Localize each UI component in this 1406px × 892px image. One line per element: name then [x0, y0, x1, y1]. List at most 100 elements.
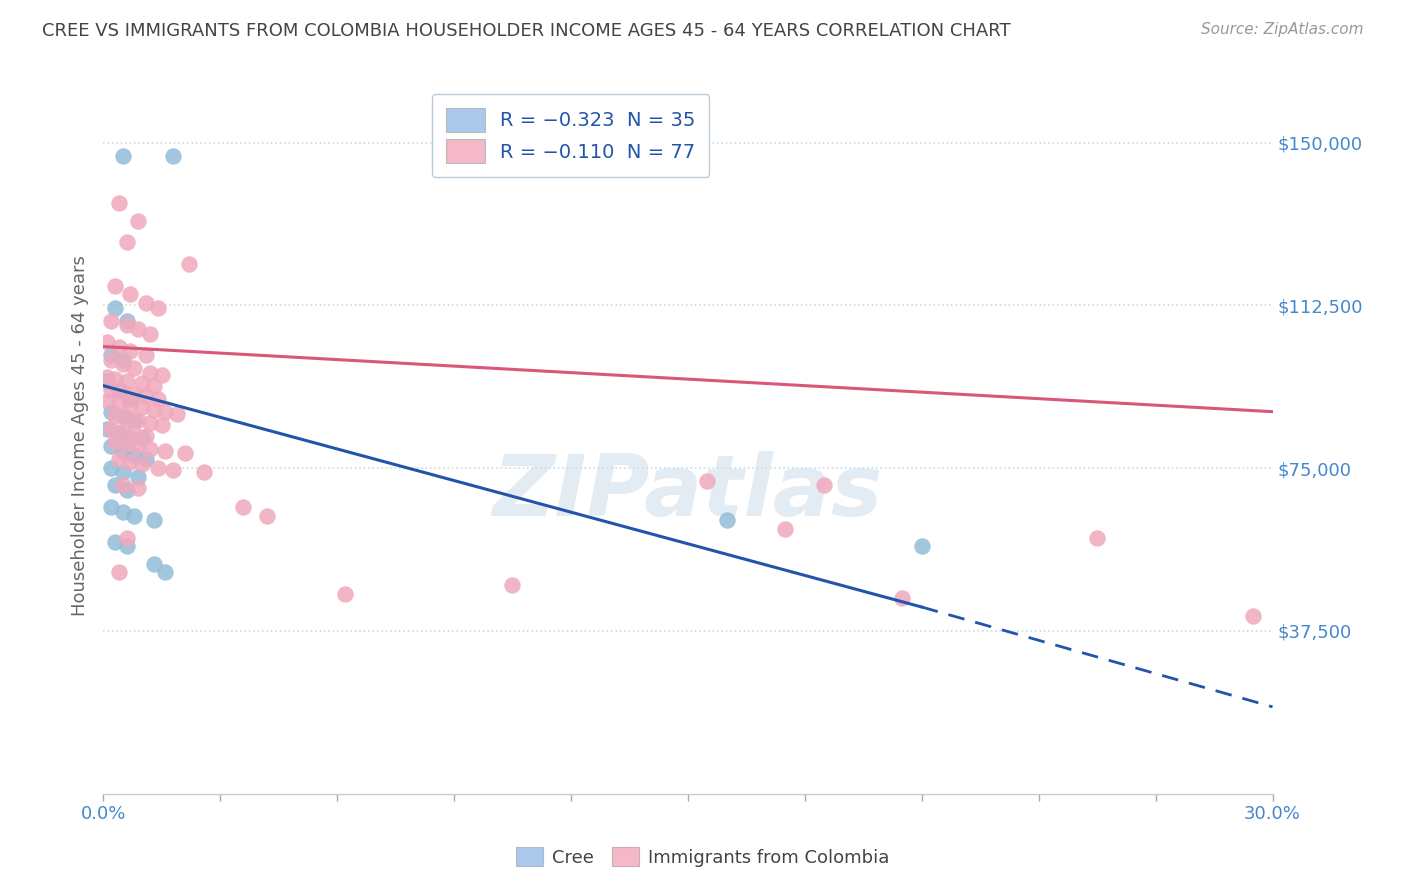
Point	[120, 392, 142, 406]
Point	[115, 531, 138, 545]
Point	[150, 417, 173, 432]
Point	[115, 318, 138, 332]
Point	[115, 235, 138, 250]
Point	[115, 437, 138, 451]
Point	[139, 442, 162, 456]
Point	[100, 348, 122, 362]
Point	[135, 389, 157, 403]
Point	[127, 481, 149, 495]
Legend: R = −0.323  N = 35, R = −0.110  N = 77: R = −0.323 N = 35, R = −0.110 N = 77	[433, 95, 710, 177]
Point	[120, 431, 142, 445]
Point	[115, 374, 138, 388]
Point	[501, 578, 523, 592]
Point	[100, 439, 122, 453]
Text: CREE VS IMMIGRANTS FROM COLOMBIA HOUSEHOLDER INCOME AGES 45 - 64 YEARS CORRELATI: CREE VS IMMIGRANTS FROM COLOMBIA HOUSEHO…	[42, 22, 1011, 40]
Point	[120, 454, 142, 468]
Point	[104, 301, 127, 315]
Point	[891, 591, 914, 606]
Point	[111, 385, 134, 400]
Point	[716, 513, 738, 527]
Point	[104, 435, 127, 450]
Point	[100, 405, 122, 419]
Point	[135, 428, 157, 442]
Point	[232, 500, 254, 515]
Point	[124, 361, 146, 376]
Point	[127, 413, 149, 427]
Point	[146, 392, 169, 406]
Point	[96, 335, 118, 350]
Point	[107, 340, 129, 354]
Point	[111, 478, 134, 492]
Point	[100, 383, 122, 397]
Point	[166, 407, 188, 421]
Point	[155, 405, 177, 419]
Point	[911, 539, 934, 553]
Point	[142, 378, 165, 392]
Point	[131, 457, 153, 471]
Point	[142, 557, 165, 571]
Point	[111, 409, 134, 423]
Point	[124, 387, 146, 401]
Point	[139, 366, 162, 380]
Point	[146, 461, 169, 475]
Point	[124, 508, 146, 523]
Point	[120, 287, 142, 301]
Point	[135, 296, 157, 310]
Point	[107, 566, 129, 580]
Point	[104, 409, 127, 423]
Point	[120, 398, 142, 412]
Point	[107, 452, 129, 467]
Point	[131, 376, 153, 391]
Point	[127, 470, 149, 484]
Point	[107, 396, 129, 410]
Point	[139, 326, 162, 341]
Point	[115, 539, 138, 553]
Point	[150, 368, 173, 382]
Point	[111, 466, 134, 480]
Point	[162, 148, 184, 162]
Point	[104, 278, 127, 293]
Point	[139, 416, 162, 430]
Point	[107, 196, 129, 211]
Point	[127, 322, 149, 336]
Point	[104, 535, 127, 549]
Point	[162, 463, 184, 477]
Point	[104, 478, 127, 492]
Point	[96, 393, 118, 408]
Point	[111, 504, 134, 518]
Point	[127, 439, 149, 453]
Point	[107, 426, 129, 441]
Point	[1085, 531, 1108, 545]
Point	[177, 257, 200, 271]
Point	[96, 422, 118, 436]
Point	[1241, 608, 1264, 623]
Point	[813, 478, 835, 492]
Point	[104, 372, 127, 386]
Legend: Cree, Immigrants from Colombia: Cree, Immigrants from Colombia	[509, 840, 897, 874]
Point	[174, 446, 197, 460]
Point	[111, 352, 134, 367]
Point	[100, 461, 122, 475]
Point	[131, 401, 153, 415]
Point	[111, 424, 134, 438]
Point	[142, 402, 165, 417]
Point	[107, 383, 129, 397]
Point	[124, 426, 146, 441]
Text: ZIPatlas: ZIPatlas	[492, 451, 883, 534]
Point	[120, 343, 142, 358]
Point	[100, 422, 122, 436]
Point	[696, 474, 718, 488]
Point	[193, 466, 215, 480]
Point	[111, 357, 134, 371]
Point	[100, 313, 122, 327]
Point	[135, 348, 157, 362]
Point	[115, 411, 138, 425]
Text: Source: ZipAtlas.com: Source: ZipAtlas.com	[1201, 22, 1364, 37]
Point	[131, 431, 153, 445]
Point	[111, 443, 134, 458]
Point	[142, 513, 165, 527]
Point	[124, 413, 146, 427]
Point	[115, 313, 138, 327]
Point	[127, 213, 149, 227]
Point	[333, 587, 356, 601]
